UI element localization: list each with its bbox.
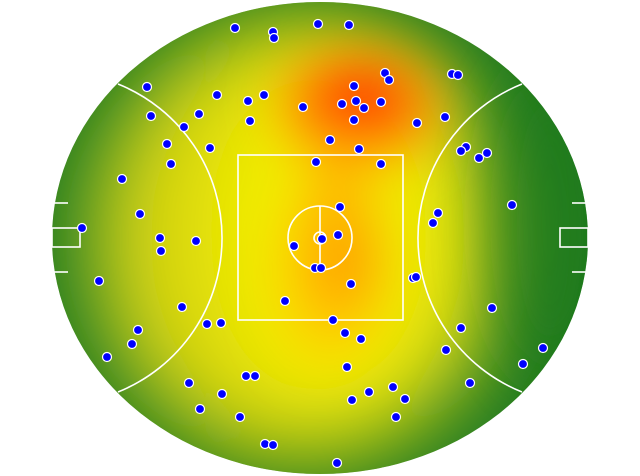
point <box>194 403 206 415</box>
point <box>155 245 167 257</box>
point <box>537 342 549 354</box>
point <box>268 32 280 44</box>
point <box>249 370 261 382</box>
point <box>375 96 387 108</box>
point <box>355 333 367 345</box>
point <box>464 377 476 389</box>
point <box>310 156 322 168</box>
point <box>341 361 353 373</box>
point <box>244 115 256 127</box>
point <box>350 95 362 107</box>
point <box>126 338 138 350</box>
point <box>455 145 467 157</box>
point <box>165 158 177 170</box>
point <box>343 19 355 31</box>
point <box>297 101 309 113</box>
point <box>390 411 402 423</box>
point <box>132 324 144 336</box>
point <box>211 89 223 101</box>
point <box>439 111 451 123</box>
point <box>204 142 216 154</box>
point <box>481 147 493 159</box>
point <box>190 235 202 247</box>
point <box>358 102 370 114</box>
point <box>316 233 328 245</box>
point <box>215 317 227 329</box>
point <box>375 158 387 170</box>
point <box>411 117 423 129</box>
point <box>101 351 113 363</box>
point <box>288 240 300 252</box>
point <box>242 95 254 107</box>
point <box>315 262 327 274</box>
point <box>455 322 467 334</box>
point <box>327 314 339 326</box>
point <box>517 358 529 370</box>
point <box>176 301 188 313</box>
point <box>258 89 270 101</box>
point <box>348 80 360 92</box>
point <box>183 377 195 389</box>
point <box>353 143 365 155</box>
points <box>76 18 549 469</box>
point <box>440 344 452 356</box>
point <box>161 138 173 150</box>
field-lines <box>51 83 589 393</box>
point <box>216 388 228 400</box>
point <box>331 457 343 469</box>
point <box>76 222 88 234</box>
point <box>178 121 190 133</box>
point <box>334 201 346 213</box>
point <box>336 98 348 110</box>
point <box>363 386 375 398</box>
point <box>410 271 422 283</box>
point <box>452 69 464 81</box>
point <box>383 74 395 86</box>
point <box>193 108 205 120</box>
point <box>473 152 485 164</box>
point <box>506 199 518 211</box>
point <box>399 393 411 405</box>
point <box>339 327 351 339</box>
point <box>427 217 439 229</box>
point <box>141 81 153 93</box>
point <box>432 207 444 219</box>
point <box>267 439 279 451</box>
point <box>240 370 252 382</box>
point <box>229 22 241 34</box>
point <box>93 275 105 287</box>
point <box>348 114 360 126</box>
point <box>387 381 399 393</box>
point <box>279 295 291 307</box>
point <box>346 394 358 406</box>
point <box>345 278 357 290</box>
point <box>234 411 246 423</box>
point <box>201 318 213 330</box>
point <box>134 208 146 220</box>
point <box>486 302 498 314</box>
point <box>154 232 166 244</box>
point <box>332 229 344 241</box>
point <box>312 18 324 30</box>
point <box>324 134 336 146</box>
point <box>116 173 128 185</box>
point <box>145 110 157 122</box>
